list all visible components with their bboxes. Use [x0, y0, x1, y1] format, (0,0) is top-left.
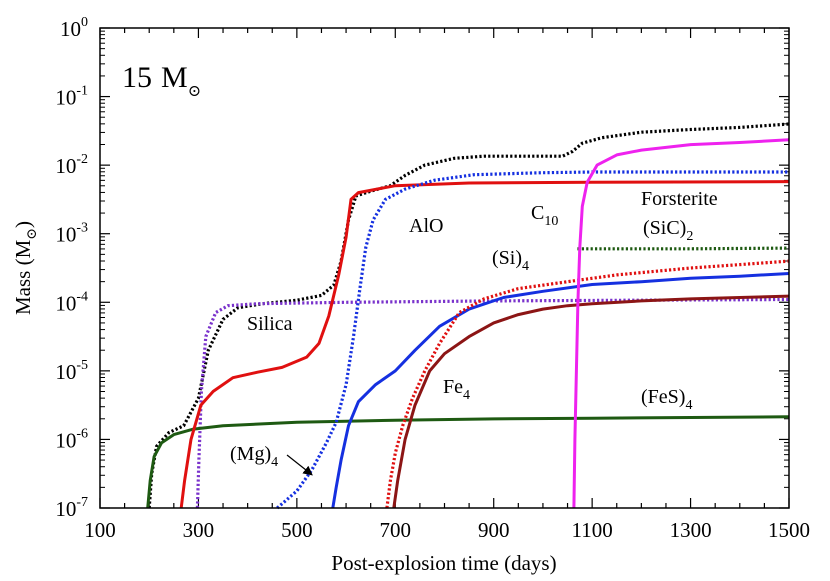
series-line-alo — [276, 170, 789, 510]
label-si4: (Si)4 — [492, 247, 529, 274]
y-tick-label: 100 — [60, 15, 88, 41]
y-tick-label: 10-5 — [55, 358, 88, 384]
label-mg4: (Mg)4 — [230, 443, 278, 470]
tick-labels: 100 300 500 700 900 1100 1300 1500 100 10-1 10-2 10… — [55, 15, 810, 542]
x-tick-label: 1300 — [670, 518, 712, 542]
stellar-mass-label: 15 M⊙ — [122, 61, 201, 100]
series-line-si-4 — [385, 259, 790, 509]
x-tick-label: 700 — [380, 518, 412, 542]
x-tick-label: 500 — [281, 518, 313, 542]
x-tick-label: 1500 — [768, 518, 810, 542]
plot-frame — [99, 27, 790, 509]
label-fe4: Fe4 — [443, 376, 470, 403]
y-axis-title: Mass (M⊙) — [11, 221, 40, 315]
label-forsterite: Forsterite — [641, 188, 718, 210]
series-line-fe4 — [392, 294, 790, 509]
y-tick-label: 10-1 — [55, 84, 88, 110]
y-tick-label: 10-2 — [55, 152, 88, 178]
y-tick-label: 10-6 — [55, 426, 88, 452]
y-tick-label: 10-4 — [55, 289, 88, 315]
series-line-forsterite — [179, 180, 790, 509]
mg4-arrow — [286, 454, 313, 476]
x-tick-label: 900 — [478, 518, 510, 542]
label-alo: AlO — [409, 215, 443, 237]
x-axis-title: Post-explosion time (days) — [331, 551, 556, 575]
x-tick-label: 100 — [84, 518, 116, 542]
series-line-c10 — [572, 138, 790, 509]
series-line-mg-4 — [331, 272, 790, 509]
series-layer — [146, 122, 790, 510]
label-silica: Silica — [247, 313, 293, 335]
series-line-sic-2 — [577, 246, 790, 251]
tick-marks — [99, 27, 790, 509]
y-tick-label: 10-3 — [55, 221, 88, 247]
label-c10: C10 — [531, 202, 558, 229]
series-line-silica — [195, 297, 790, 509]
x-tick-label: 300 — [183, 518, 215, 542]
label-sic2: (SiC)2 — [643, 217, 693, 244]
series-line-fes-4 — [146, 415, 790, 509]
y-tick-label: 10-7 — [55, 495, 88, 521]
x-tick-label: 1100 — [572, 518, 613, 542]
label-fes4: (FeS)4 — [641, 386, 692, 413]
